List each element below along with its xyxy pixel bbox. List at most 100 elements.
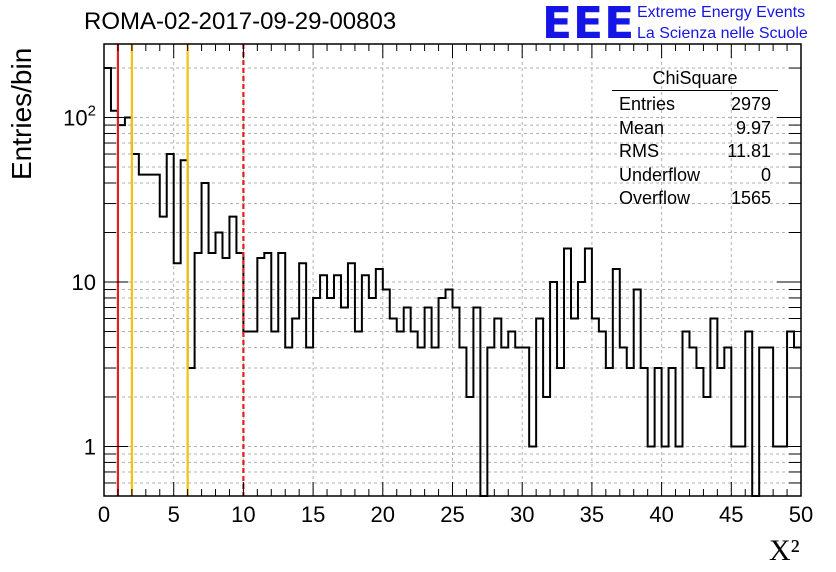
- y-tick-label: 1: [84, 434, 96, 459]
- histogram-bin: [599, 332, 606, 496]
- histogram-bin: [390, 319, 397, 496]
- histogram-bin: [696, 368, 703, 496]
- histogram-bin: [432, 347, 439, 496]
- stats-row-underflow: Underflow 0: [612, 164, 778, 188]
- histogram-bin: [459, 347, 466, 496]
- histogram-bin: [146, 175, 153, 496]
- histogram-bin: [759, 347, 766, 496]
- histogram-bin: [578, 282, 585, 496]
- histogram-bin: [139, 175, 146, 496]
- histogram-bin: [355, 332, 362, 496]
- stats-value: 2979: [730, 94, 771, 114]
- stats-row-rms: RMS 11.81: [612, 140, 778, 164]
- histogram-bin: [550, 282, 557, 496]
- histogram-bin: [222, 258, 229, 496]
- histogram-bin: [501, 347, 508, 496]
- histogram-bin: [446, 290, 453, 496]
- histogram-bin: [257, 258, 264, 496]
- histogram-outline: [104, 67, 801, 497]
- histogram-bin: [766, 347, 773, 496]
- page-title: ROMA-02-2017-09-29-00803: [84, 8, 397, 35]
- x-tick-label: 30: [510, 502, 534, 527]
- y-tick-label: 102: [63, 103, 96, 131]
- histogram-bin: [536, 319, 543, 496]
- stats-value: 11.81: [727, 141, 771, 161]
- histogram-bin: [508, 332, 515, 496]
- histogram-bin: [655, 368, 662, 496]
- logo-line-2: La Scienza nelle Scuole: [637, 25, 808, 42]
- histogram-bars: [104, 67, 801, 497]
- histogram-bin: [285, 347, 292, 496]
- histogram-bin: [606, 368, 613, 496]
- histogram-bin: [710, 319, 717, 496]
- histogram-bin: [494, 319, 501, 496]
- histogram-bin: [306, 347, 313, 496]
- histogram-bin: [620, 347, 627, 496]
- threshold-lines: [116, 44, 245, 496]
- histogram-bin: [634, 290, 641, 496]
- x-tick-label: 10: [231, 502, 255, 527]
- stats-title: ChiSquare: [612, 66, 778, 91]
- stats-label: RMS: [619, 141, 659, 161]
- stats-label: Mean: [619, 117, 665, 138]
- stats-label: Overflow: [619, 188, 691, 208]
- x-tick-label: 40: [649, 502, 673, 527]
- histogram-bin: [689, 347, 696, 496]
- x-tick-label: 0: [98, 502, 110, 527]
- histogram-bin: [404, 307, 411, 496]
- stats-row-entries: Entries 2979: [612, 93, 778, 117]
- logo-line-1: Extreme Energy Events: [637, 4, 806, 21]
- histogram-bin: [216, 233, 223, 496]
- histogram-bin: [271, 332, 278, 496]
- histogram-bin: [167, 154, 174, 496]
- x-tick-label: 25: [440, 502, 464, 527]
- histogram-bin: [425, 307, 432, 496]
- x-axis-label: X²: [769, 534, 800, 567]
- y-tick-label: 10: [72, 270, 96, 295]
- histogram-bin: [250, 332, 257, 496]
- histogram-bin: [669, 368, 676, 496]
- stats-value: 0: [760, 164, 771, 185]
- axis-tick-labels: 0 5 10 15 20 25 30 35 40 45 50 1 10 102: [63, 103, 813, 527]
- histogram-bin: [717, 368, 724, 496]
- histogram-bin: [787, 332, 794, 496]
- histogram-bin: [522, 347, 529, 496]
- stats-row-mean: Mean 9.97: [612, 117, 778, 141]
- histogram-bin: [745, 332, 752, 496]
- histogram-bin: [418, 347, 425, 496]
- histogram-bin: [473, 307, 480, 496]
- histogram-bin: [515, 347, 522, 496]
- histogram-bin: [564, 248, 571, 496]
- histogram-bin: [292, 319, 299, 496]
- histogram-bin: [627, 368, 634, 496]
- stats-box: ChiSquare Entries 2979 Mean 9.97 RMS 11.…: [612, 66, 778, 211]
- x-tick-label: 35: [580, 502, 604, 527]
- stats-label: Entries: [619, 94, 676, 114]
- histogram-bin: [411, 332, 418, 496]
- x-tick-label: 15: [301, 502, 325, 527]
- histogram-bin: [383, 290, 390, 496]
- histogram-bin: [453, 307, 460, 496]
- x-tick-label: 20: [371, 502, 395, 527]
- histogram-bin: [683, 332, 690, 496]
- histogram-bin: [153, 175, 160, 496]
- x-tick-label: 5: [168, 502, 180, 527]
- histogram-bin: [585, 248, 592, 496]
- histogram-bin: [557, 368, 564, 496]
- histogram-bin: [724, 347, 731, 496]
- stats-value: 9.97: [735, 117, 771, 138]
- stats-row-overflow: Overflow 1565: [612, 187, 778, 211]
- stats-value: 1565: [730, 188, 771, 208]
- x-tick-label: 50: [789, 502, 813, 527]
- histogram-bin: [592, 319, 599, 496]
- histogram-bin: [571, 319, 578, 496]
- histogram-bin: [487, 347, 494, 496]
- stats-label: Underflow: [619, 164, 701, 185]
- histogram-bin: [641, 368, 648, 496]
- x-tick-label: 45: [719, 502, 743, 527]
- histogram-bin: [341, 307, 348, 496]
- y-axis-label: Entries/bin: [6, 47, 37, 180]
- histogram-bin: [397, 332, 404, 496]
- histogram-bin: [794, 347, 801, 496]
